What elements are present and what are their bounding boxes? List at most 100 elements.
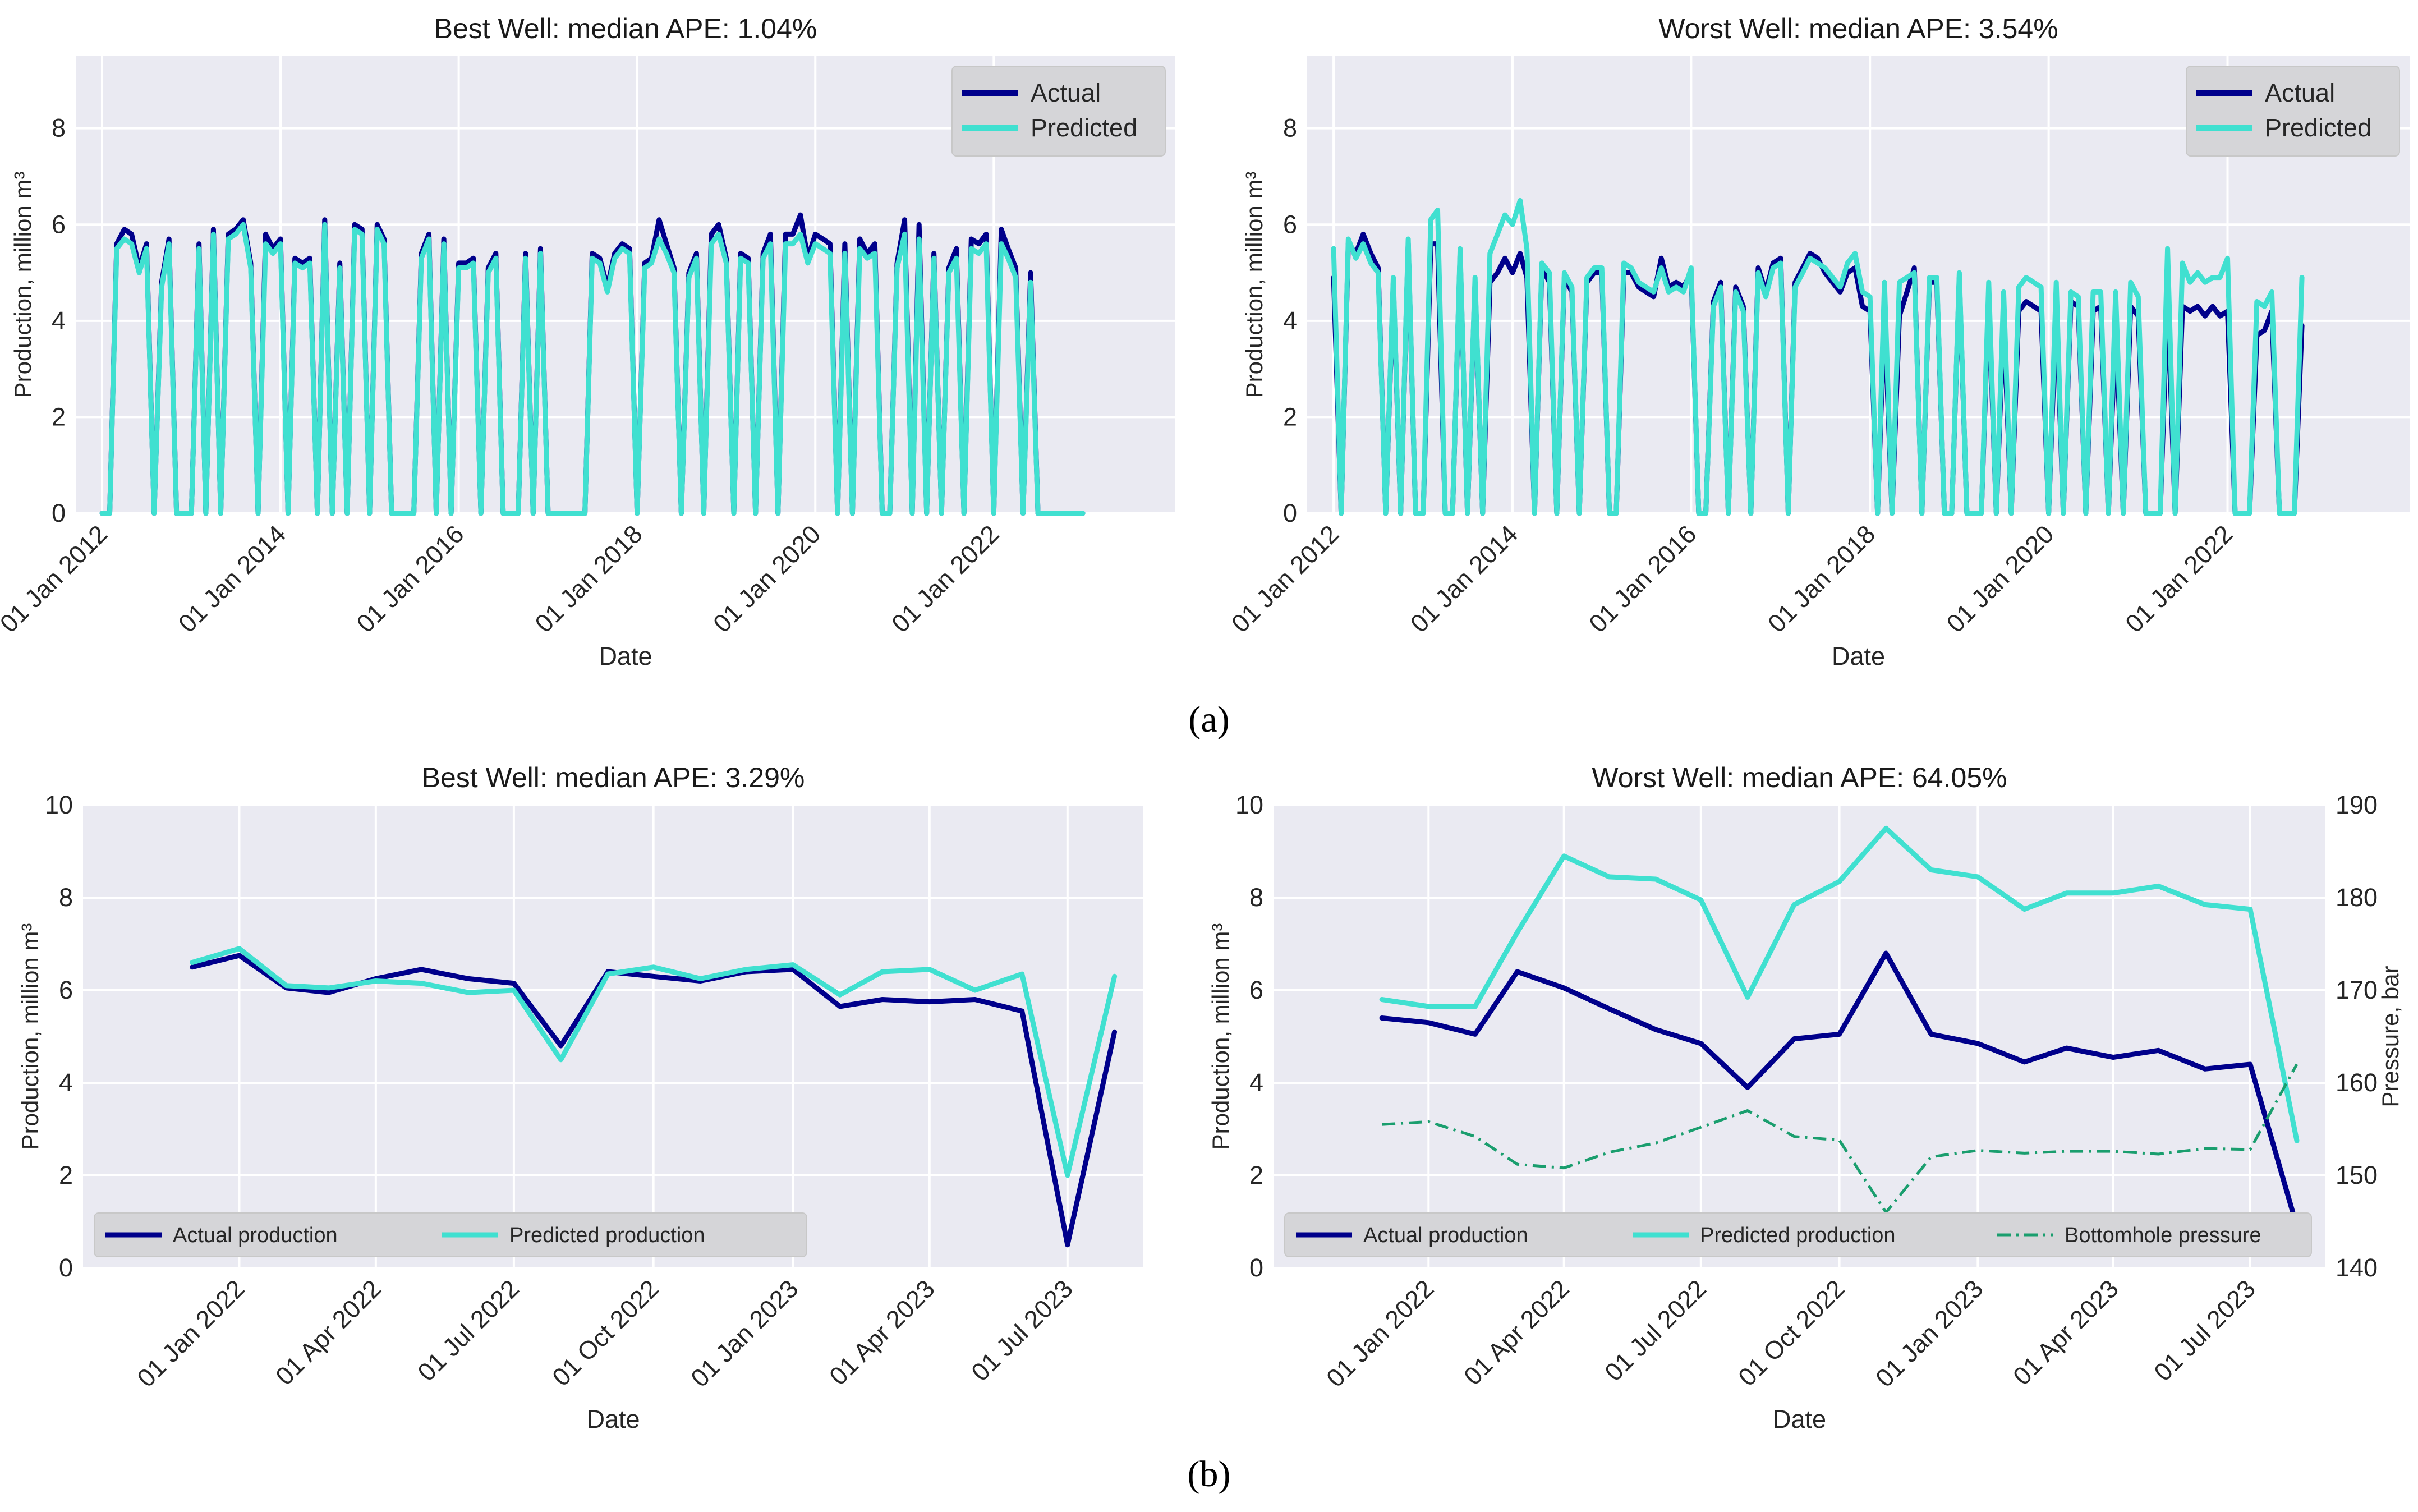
series-line-predicted (190, 946, 1118, 1178)
series-line-predicted (99, 222, 1086, 516)
y-tick-label: 8 (1249, 883, 1263, 912)
y-axis-label: Production, million m³ (1207, 923, 1234, 1150)
y-right-tick-labels: 140 150 160 170 180 190 (2336, 791, 2378, 1282)
y-right-tick-label: 160 (2336, 1068, 2378, 1097)
y-tick-label: 8 (1283, 114, 1297, 143)
y-tick-label: 2 (59, 1161, 73, 1189)
legend-label: Predicted (1031, 113, 1137, 142)
legend-label: Actual production (173, 1224, 338, 1247)
x-tick-label: 01 Oct 2022 (1732, 1274, 1850, 1391)
y-tick-label: 4 (1283, 306, 1297, 335)
y-tick-label: 2 (52, 402, 66, 431)
y-right-tick-label: 190 (2336, 791, 2378, 819)
y-tick-label: 2 (1249, 1161, 1263, 1189)
y-tick-label: 0 (59, 1253, 73, 1282)
x-tick-label: 01 Jan 2022 (2120, 520, 2238, 638)
chart-title: Best Well: median APE: 3.29% (422, 762, 805, 793)
x-tick-label: 01 Jan 2014 (1405, 520, 1523, 638)
y-tick-label: 6 (1249, 976, 1263, 1004)
x-axis-label: Date (1773, 1405, 1826, 1433)
x-tick-labels: 01 Jan 2022 01 Apr 2022 01 Jul 2022 01 Oct … (1321, 1274, 2261, 1392)
legend-box (1284, 1212, 2312, 1257)
series-line-actual (1379, 950, 2300, 1229)
y-tick-labels: 0 2 4 6 8 (52, 114, 66, 527)
x-tick-label: 01 Jan 2016 (351, 520, 469, 638)
chart-title: Worst Well: median APE: 64.05% (1592, 762, 2007, 793)
x-tick-label: 01 Jan 2018 (529, 520, 647, 638)
y-right-axis-label: Pressure, bar (2377, 966, 2403, 1107)
x-axis-label: Date (599, 642, 652, 670)
y-gridlines (1274, 804, 2325, 1269)
x-tick-label: 01 Jan 2012 (1226, 520, 1344, 638)
legend-label: Predicted (2265, 113, 2371, 142)
x-tick-label: 01 Jan 2012 (0, 520, 113, 638)
x-tick-label: 01 Jan 2022 (1321, 1274, 1439, 1392)
y-tick-label: 0 (1283, 499, 1297, 527)
x-tick-label: 01 Jan 2018 (1762, 520, 1881, 638)
y-tick-label: 10 (45, 791, 73, 819)
y-tick-label: 8 (59, 883, 73, 912)
legend-box (2186, 66, 2400, 157)
x-tick-label: 01 Jan 2022 (131, 1274, 250, 1392)
y-tick-labels: 0 2 4 6 8 10 (1235, 791, 1263, 1282)
x-tick-label: 01 Jan 2016 (1583, 520, 1702, 638)
legend-label: Actual production (1363, 1224, 1528, 1247)
y-tick-labels: 0 2 4 6 8 (1283, 114, 1297, 527)
y-axis-label: Production, million m³ (17, 923, 43, 1150)
x-tick-label: 01 Jan 2020 (1941, 520, 2059, 638)
legend-box (951, 66, 1166, 157)
x-tick-label: 01 Jul 2022 (412, 1274, 525, 1387)
y-tick-label: 4 (59, 1068, 73, 1097)
y-tick-label: 4 (1249, 1068, 1263, 1097)
y-tick-label: 10 (1235, 791, 1263, 819)
x-tick-label: 01 Jan 2020 (707, 520, 826, 638)
x-axis-label: Date (1832, 642, 1885, 670)
x-tick-label: 01 Apr 2023 (824, 1274, 940, 1391)
y-axis-label: Production, million m³ (10, 172, 36, 398)
y-tick-label: 8 (52, 114, 66, 143)
chart-title: Best Well: median APE: 1.04% (434, 13, 817, 44)
x-tick-label: 01 Apr 2022 (1458, 1274, 1575, 1391)
x-tick-label: 01 Jul 2023 (966, 1274, 1078, 1387)
y-tick-label: 6 (52, 210, 66, 238)
legend: Actual Predicted (2186, 66, 2400, 157)
y-tick-label: 0 (52, 499, 66, 527)
y-gridlines (83, 804, 1143, 1269)
x-tick-labels: 01 Jan 2022 01 Apr 2022 01 Jul 2022 01 Oct … (131, 1274, 1078, 1392)
x-axis-label: Date (586, 1405, 640, 1433)
y-tick-label: 2 (1283, 402, 1297, 431)
y-axis-label: Production, million m³ (1241, 172, 1267, 398)
legend: Actual production Predicted production Bot… (1284, 1212, 2312, 1257)
x-tick-label: 01 Jan 2014 (173, 520, 291, 638)
y-tick-label: 6 (1283, 210, 1297, 238)
panel-caption-b: (b) (1187, 1454, 1231, 1495)
legend-label: Actual (1031, 79, 1101, 107)
series-line-predicted (1379, 825, 2300, 1143)
legend-label: Actual (2265, 79, 2335, 107)
y-tick-label: 0 (1249, 1253, 1263, 1282)
chart-best-well-b: 0 2 4 6 8 10 01 Jan 2022 01 Apr 2022 01 Jul 2022… (17, 762, 1143, 1433)
y-tick-label: 6 (59, 976, 73, 1004)
legend: Actual Predicted (951, 66, 1166, 157)
x-tick-labels: 01 Jan 2012 01 Jan 2014 01 Jan 2016 01 Jan … (0, 520, 1004, 638)
x-tick-label: 01 Jan 2022 (886, 520, 1004, 638)
series-line-pressure (1381, 1063, 2299, 1214)
y-tick-labels: 0 2 4 6 8 10 (45, 791, 73, 1282)
x-tick-label: 01 Oct 2022 (546, 1274, 664, 1391)
x-tick-label: 01 Apr 2023 (2007, 1274, 2124, 1391)
y-right-tick-label: 170 (2336, 976, 2378, 1004)
legend-label: Predicted production (509, 1224, 705, 1247)
series-line-actual (99, 212, 1086, 516)
x-tick-label: 01 Jul 2022 (1599, 1274, 1712, 1387)
panel-caption-a: (a) (1188, 699, 1230, 740)
series-line-predicted (1331, 197, 2305, 516)
x-gridlines (238, 805, 1069, 1268)
x-tick-label: 01 Jul 2023 (2148, 1274, 2261, 1387)
chart-title: Worst Well: median APE: 3.54% (1658, 13, 2058, 44)
x-tick-labels: 01 Jan 2012 01 Jan 2014 01 Jan 2016 01 Jan … (1226, 520, 2238, 638)
y-tick-label: 4 (52, 306, 66, 335)
